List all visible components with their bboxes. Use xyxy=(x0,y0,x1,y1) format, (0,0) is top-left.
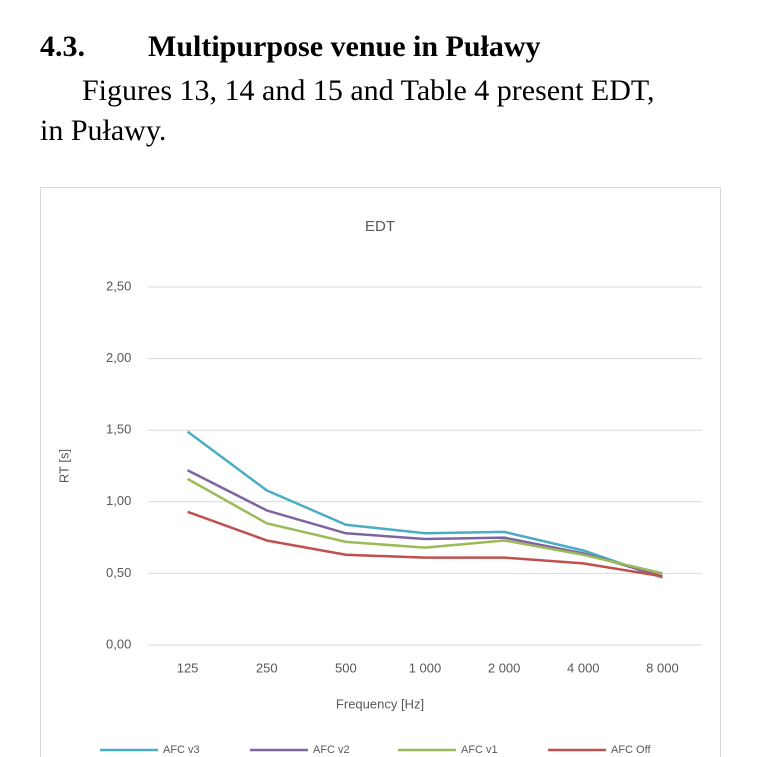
y-tick-label: 0,50 xyxy=(106,565,131,580)
x-tick-label: 4 000 xyxy=(567,660,600,675)
x-axis-label: Frequency [Hz] xyxy=(336,696,424,711)
chart-frame xyxy=(40,187,721,757)
chart-title: EDT xyxy=(365,218,395,235)
section-number: 4.3. xyxy=(40,30,85,63)
x-tick-label: 2 000 xyxy=(488,660,521,675)
x-tick-label: 125 xyxy=(177,660,199,675)
paragraph-line: Figures 13, 14 and 15 and Table 4 presen… xyxy=(82,74,655,107)
series-line xyxy=(187,469,663,578)
y-tick-label: 2,50 xyxy=(106,278,131,293)
legend-label: AFC Off xyxy=(611,744,651,756)
x-tick-label: 8 000 xyxy=(646,660,679,675)
y-tick-label: 2,00 xyxy=(106,350,131,365)
series-line xyxy=(186,430,663,579)
y-tick-label: 1,00 xyxy=(106,493,131,508)
x-tick-label: 500 xyxy=(335,660,357,675)
legend-label: AFC v3 xyxy=(163,744,200,756)
y-tick-label: 1,50 xyxy=(106,422,131,437)
legend-label: AFC v2 xyxy=(313,744,350,756)
y-tick-label: 0,00 xyxy=(106,636,131,651)
section-title: Multipurpose venue in Puławy xyxy=(148,30,541,63)
x-tick-label: 1 000 xyxy=(409,660,442,675)
series-line xyxy=(186,477,663,575)
paragraph-line: in Puławy. xyxy=(40,114,167,147)
series-line xyxy=(187,510,663,578)
x-tick-label: 250 xyxy=(256,660,278,675)
legend-label: AFC v1 xyxy=(461,744,498,756)
y-axis-label: RT [s] xyxy=(56,449,71,483)
